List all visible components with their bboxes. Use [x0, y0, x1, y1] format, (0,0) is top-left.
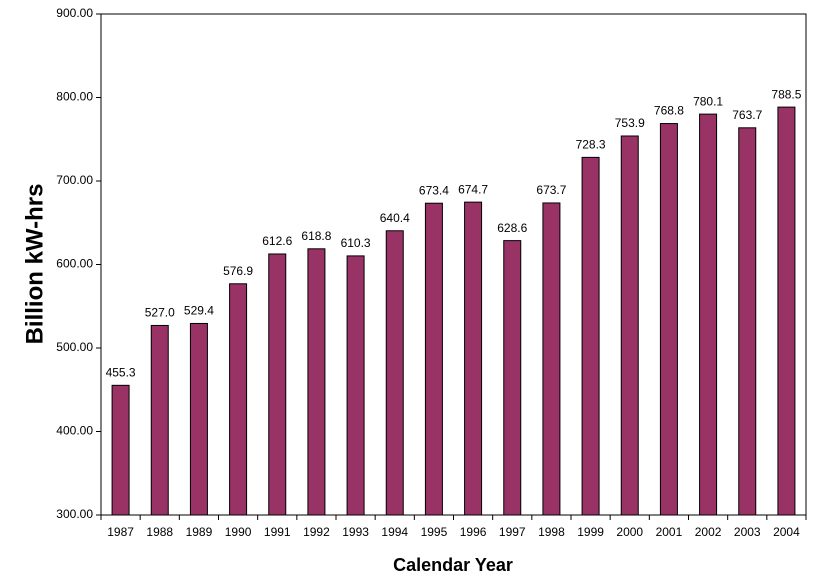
value-label: 728.3: [576, 138, 606, 152]
value-label: 780.1: [693, 94, 723, 108]
bar: [229, 283, 248, 516]
y-tick-label: 600.00: [56, 257, 93, 271]
bar: [581, 156, 600, 516]
value-label: 527.0: [145, 306, 175, 320]
bar: [542, 202, 561, 516]
x-tick-label: 2003: [734, 525, 761, 539]
bar: [464, 201, 483, 516]
bar: [424, 202, 443, 516]
x-axis-title: Calendar Year: [393, 555, 513, 575]
x-tick-label: 1994: [381, 525, 408, 539]
x-tick-label: 2000: [616, 525, 643, 539]
x-tick-label: 1987: [107, 525, 134, 539]
x-tick-label: 1998: [538, 525, 565, 539]
x-tick-label: 1996: [460, 525, 487, 539]
bar: [150, 324, 169, 516]
x-tick-label: 1988: [146, 525, 173, 539]
value-label: 768.8: [654, 104, 684, 118]
bar: [777, 106, 796, 516]
bar: [620, 135, 639, 516]
bar: [699, 113, 718, 516]
value-label: 674.7: [458, 182, 488, 196]
value-label: 640.4: [380, 211, 410, 225]
bar: [189, 322, 208, 516]
value-label: 529.4: [184, 304, 214, 318]
bar: [346, 255, 365, 516]
value-label: 673.4: [419, 183, 449, 197]
y-axis-title: Billion kW-hrs: [21, 184, 48, 345]
y-tick-label: 400.00: [56, 424, 93, 438]
x-tick-label: 2001: [656, 525, 683, 539]
value-label: 612.6: [262, 234, 292, 248]
value-label: 788.5: [771, 87, 801, 101]
x-tick-label: 1990: [225, 525, 252, 539]
bar: [738, 127, 757, 516]
bar: [268, 253, 287, 516]
y-tick-label: 800.00: [56, 90, 93, 104]
y-tick-label: 900.00: [56, 6, 93, 20]
x-tick-label: 1992: [303, 525, 330, 539]
y-tick-label: 500.00: [56, 340, 93, 354]
value-label: 673.7: [536, 183, 566, 197]
value-label: 628.6: [497, 221, 527, 235]
bar: [659, 123, 678, 516]
x-tick-label: 1995: [421, 525, 448, 539]
x-tick-label: 1999: [577, 525, 604, 539]
y-tick-label: 300.00: [56, 507, 93, 521]
value-label: 576.9: [223, 264, 253, 278]
value-label: 455.3: [106, 365, 136, 379]
bar: [111, 384, 130, 516]
x-tick-label: 2002: [695, 525, 722, 539]
x-tick-label: 1991: [264, 525, 291, 539]
x-tick-label: 2004: [773, 525, 800, 539]
x-tick-label: 1993: [342, 525, 369, 539]
y-tick-label: 700.00: [56, 173, 93, 187]
value-label: 753.9: [615, 116, 645, 130]
x-tick-label: 1989: [186, 525, 213, 539]
bar: [503, 240, 522, 516]
value-label: 610.3: [341, 236, 371, 250]
value-label: 618.8: [301, 229, 331, 243]
bar: [385, 230, 404, 516]
x-tick-label: 1997: [499, 525, 526, 539]
value-label: 763.7: [732, 108, 762, 122]
bar: [307, 248, 326, 516]
